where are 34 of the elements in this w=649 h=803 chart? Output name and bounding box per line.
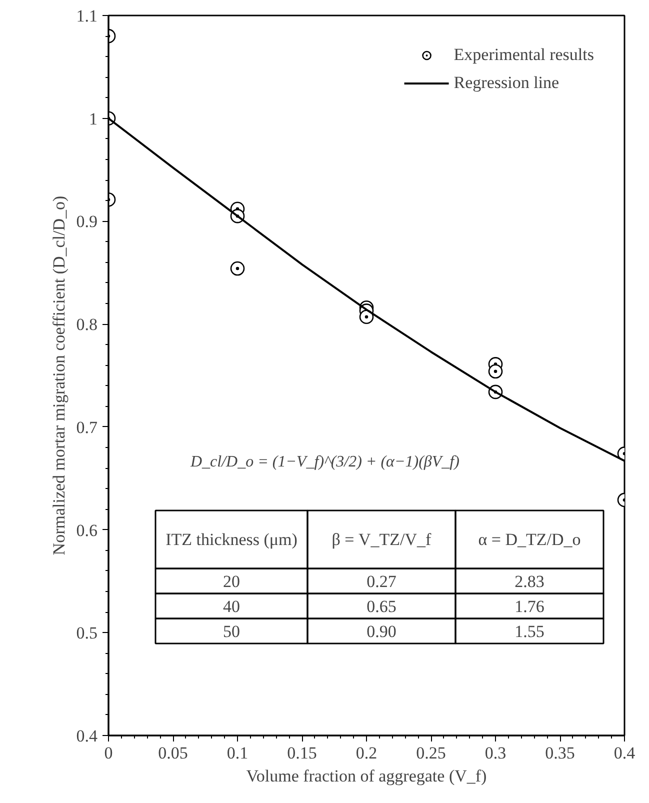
x-tick-label: 0.4 <box>614 744 636 762</box>
annotation: 2.83 <box>514 572 544 591</box>
annotation: 1.76 <box>514 597 544 616</box>
annotation: 0.27 <box>366 572 397 591</box>
x-tick-label: 0 <box>104 744 113 762</box>
legend-label: Regression line <box>454 73 560 93</box>
legend-label: Experimental results <box>454 45 594 65</box>
y-tick-label: 0.5 <box>76 624 98 643</box>
annotation: α = D_TZ/D_o <box>478 530 581 549</box>
x-tick-label: 0.05 <box>158 744 188 762</box>
y-tick-label: 0.7 <box>76 418 98 437</box>
annotation: 40 <box>223 597 240 616</box>
x-tick-label: 0.1 <box>226 744 248 762</box>
annotation: 0.65 <box>366 597 396 616</box>
x-axis-title: Volume fraction of aggregate (V_f) <box>246 766 487 786</box>
annotation: 1.55 <box>514 622 544 641</box>
x-tick-label: 0.25 <box>416 744 446 762</box>
annotation: ITZ thickness (μm) <box>166 530 298 549</box>
x-tick-label: 0.15 <box>287 744 317 762</box>
x-tick-label: 0.35 <box>545 744 575 762</box>
y-tick-label: 0.4 <box>76 726 98 746</box>
x-tick-label: 0.2 <box>356 744 378 762</box>
annotation: D_cl/D_o = (1−V_f)^(3/2) + (α−1)(βV_f) <box>190 454 460 470</box>
y-tick-label: 1.1 <box>76 6 98 26</box>
y-tick-label: 1 <box>89 109 98 128</box>
annotation: 20 <box>223 572 240 591</box>
y-tick-label: 0.8 <box>76 315 98 334</box>
annotation: β = V_TZ/V_f <box>332 530 432 549</box>
y-tick-label: 0.6 <box>76 520 98 540</box>
y-axis-title: Normalized mortar migration coefficient (D_cl/D_o) <box>49 196 68 556</box>
y-tick-label: 0.9 <box>76 212 98 232</box>
annotation: 0.90 <box>366 622 396 641</box>
annotation: 50 <box>223 622 240 641</box>
x-tick-label: 0.3 <box>484 744 506 762</box>
